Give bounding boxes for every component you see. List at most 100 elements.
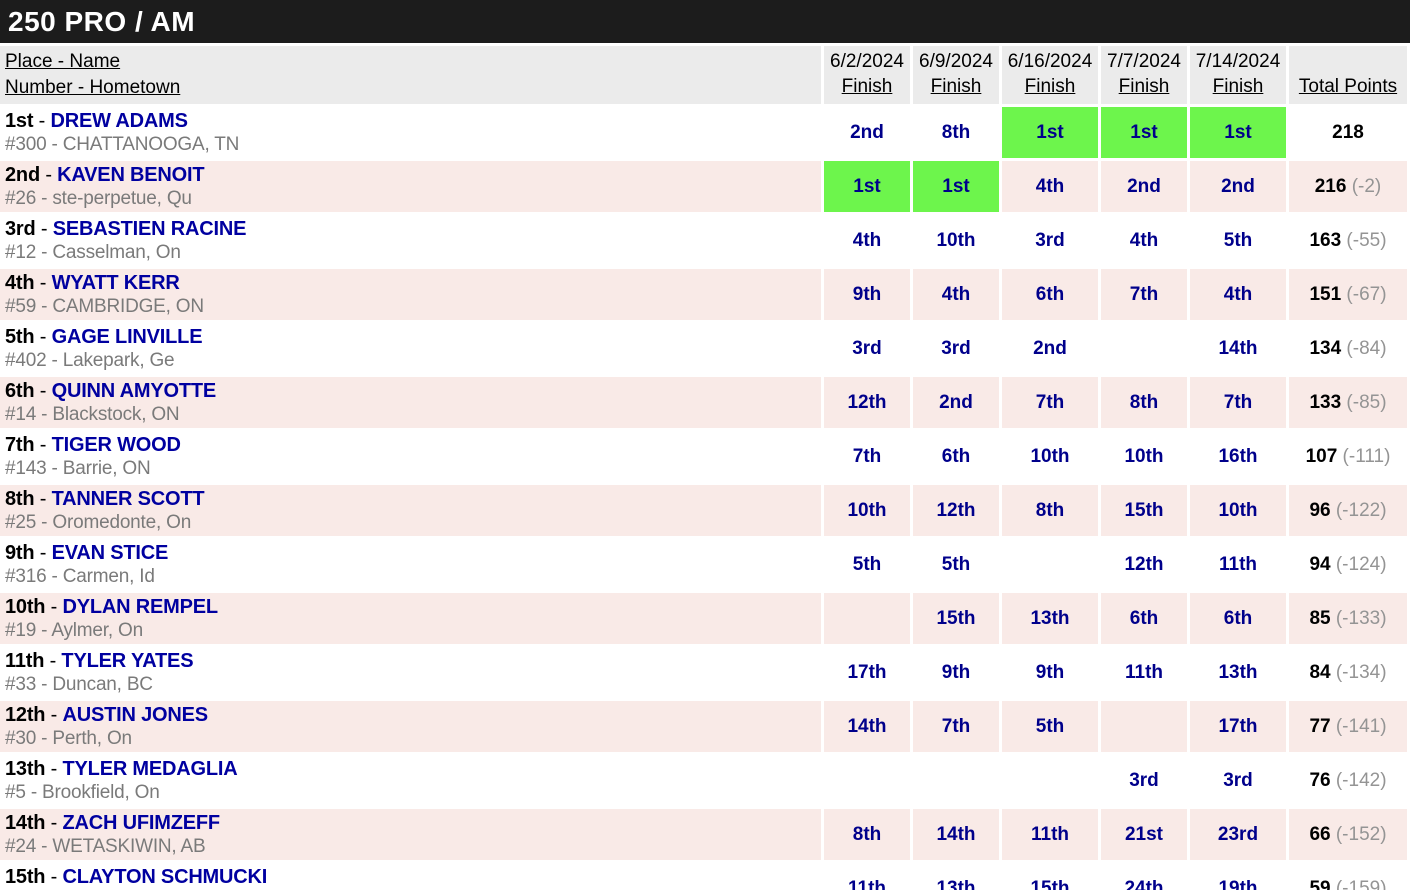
finish-cell: 11th [1101, 647, 1187, 698]
finish-cell: 6th [1101, 593, 1187, 644]
finish-cell: 2nd [1101, 161, 1187, 212]
place-name-separator: - [45, 812, 63, 834]
finish-sort-link[interactable]: Finish [1118, 76, 1170, 97]
row-place: 9th [5, 542, 35, 564]
total-points-cell: 163 (-55) [1289, 215, 1407, 266]
row-number-hometown: #316 - Carmen, Id [5, 566, 155, 587]
row-number-hometown: #14 - Blackstock, ON [5, 404, 180, 425]
total-points-cell: 59 (-159) [1289, 863, 1407, 890]
table-row: 8th - TANNER SCOTT #25 - Oromedonte, On … [0, 485, 1407, 536]
total-points-cell: 134 (-84) [1289, 323, 1407, 374]
rider-name-link[interactable]: KAVEN BENOIT [57, 164, 205, 186]
row-number-hometown: #25 - Oromedonte, On [5, 512, 192, 533]
rider-cell: 1st - DREW ADAMS #300 - CHATTANOOGA, TN [0, 107, 821, 158]
points-value: 134 [1309, 337, 1342, 359]
finish-cell: 8th [913, 107, 999, 158]
total-points-cell: 96 (-122) [1289, 485, 1407, 536]
place-name-separator: - [45, 704, 63, 726]
points-deficit: (-159) [1335, 877, 1387, 890]
place-name-separator: - [34, 326, 52, 348]
rider-name-link[interactable]: CLAYTON SCHMUCKI [62, 866, 268, 888]
table-row: 4th - WYATT KERR #59 - CAMBRIDGE, ON 9th… [0, 269, 1407, 320]
finish-cell: 4th [1002, 161, 1098, 212]
row-place: 2nd [5, 164, 40, 186]
rider-name-link[interactable]: EVAN STICE [51, 542, 169, 564]
finish-cell: 15th [1002, 863, 1098, 890]
finish-cell: 6th [1190, 593, 1286, 644]
place-name-separator: - [34, 272, 52, 294]
results-tbody: 1st - DREW ADAMS #300 - CHATTANOOGA, TN … [0, 107, 1407, 890]
finish-cell [824, 593, 910, 644]
table-row: 9th - EVAN STICE #316 - Carmen, Id 5th 5… [0, 539, 1407, 590]
points-deficit: (-134) [1335, 661, 1387, 683]
rider-name-link[interactable]: TANNER SCOTT [51, 488, 205, 510]
place-name-separator: - [34, 380, 52, 402]
points-deficit: (-84) [1346, 337, 1387, 359]
row-number-hometown: #5 - Brookfield, On [5, 782, 160, 803]
rider-name-link[interactable]: ZACH UFIMZEFF [62, 812, 221, 834]
points-deficit: (-67) [1346, 283, 1387, 305]
race-column-header-4: 7/7/2024 Finish [1101, 46, 1187, 104]
rider-cell: 7th - TIGER WOOD #143 - Barrie, ON [0, 431, 821, 482]
total-points-cell: 85 (-133) [1289, 593, 1407, 644]
place-name-separator: - [45, 866, 63, 888]
finish-cell: 16th [1190, 431, 1286, 482]
points-value: 85 [1309, 607, 1331, 629]
row-place: 3rd [5, 218, 36, 240]
finish-cell: 19th [1190, 863, 1286, 890]
finish-cell: 7th [1190, 377, 1286, 428]
finish-cell: 8th [824, 809, 910, 860]
table-row: 10th - DYLAN REMPEL #19 - Aylmer, On 15t… [0, 593, 1407, 644]
row-place: 1st [5, 110, 34, 132]
place-name-separator: - [45, 596, 63, 618]
finish-cell: 5th [913, 539, 999, 590]
sort-total-points-link[interactable]: Total Points [1298, 76, 1398, 97]
finish-cell: 10th [824, 485, 910, 536]
finish-cell: 13th [1002, 593, 1098, 644]
finish-cell: 3rd [1190, 755, 1286, 806]
race-column-header-5: 7/14/2024 Finish [1190, 46, 1286, 104]
table-row: 7th - TIGER WOOD #143 - Barrie, ON 7th 6… [0, 431, 1407, 482]
finish-cell: 4th [1190, 269, 1286, 320]
finish-cell: 11th [1002, 809, 1098, 860]
finish-sort-link[interactable]: Finish [1024, 76, 1076, 97]
rider-cell: 5th - GAGE LINVILLE #402 - Lakepark, Ge [0, 323, 821, 374]
rider-name-link[interactable]: QUINN AMYOTTE [51, 380, 217, 402]
finish-sort-link[interactable]: Finish [930, 76, 982, 97]
finish-sort-link[interactable]: Finish [1212, 76, 1264, 97]
finish-cell [1002, 539, 1098, 590]
finish-cell: 13th [1190, 647, 1286, 698]
rider-name-link[interactable]: TYLER MEDAGLIA [62, 758, 238, 780]
rider-name-link[interactable]: DYLAN REMPEL [62, 596, 219, 618]
rider-cell: 4th - WYATT KERR #59 - CAMBRIDGE, ON [0, 269, 821, 320]
finish-cell: 12th [1101, 539, 1187, 590]
sort-place-name-link[interactable]: Place - Name [5, 51, 121, 72]
points-deficit: (-141) [1335, 715, 1387, 737]
finish-cell: 4th [824, 215, 910, 266]
points-deficit: (-122) [1335, 499, 1387, 521]
finish-cell: 15th [913, 593, 999, 644]
race-date-label: 6/2/2024 [830, 51, 904, 72]
finish-cell: 7th [1101, 269, 1187, 320]
table-row: 2nd - KAVEN BENOIT #26 - ste-perpetue, Q… [0, 161, 1407, 212]
rider-name-link[interactable]: DREW ADAMS [50, 110, 188, 132]
results-table: Place - Name Number - Hometown 6/2/2024 … [0, 43, 1410, 890]
finish-cell: 21st [1101, 809, 1187, 860]
finish-cell: 14th [913, 809, 999, 860]
total-points-cell: 94 (-124) [1289, 539, 1407, 590]
rider-name-link[interactable]: GAGE LINVILLE [51, 326, 203, 348]
total-points-cell: 218 [1289, 107, 1407, 158]
header-row: Place - Name Number - Hometown 6/2/2024 … [0, 46, 1407, 104]
rider-name-link[interactable]: WYATT KERR [51, 272, 180, 294]
finish-cell: 3rd [1002, 215, 1098, 266]
rider-name-link[interactable]: AUSTIN JONES [62, 704, 209, 726]
finish-sort-link[interactable]: Finish [841, 76, 893, 97]
points-value: 59 [1309, 877, 1331, 890]
rider-name-link[interactable]: TIGER WOOD [51, 434, 181, 456]
finish-cell: 10th [1101, 431, 1187, 482]
total-points-cell: 107 (-111) [1289, 431, 1407, 482]
sort-number-hometown-link[interactable]: Number - Hometown [5, 77, 181, 98]
rider-name-link[interactable]: TYLER YATES [61, 650, 194, 672]
finish-cell: 7th [913, 701, 999, 752]
rider-name-link[interactable]: SEBASTIEN RACINE [52, 218, 247, 240]
